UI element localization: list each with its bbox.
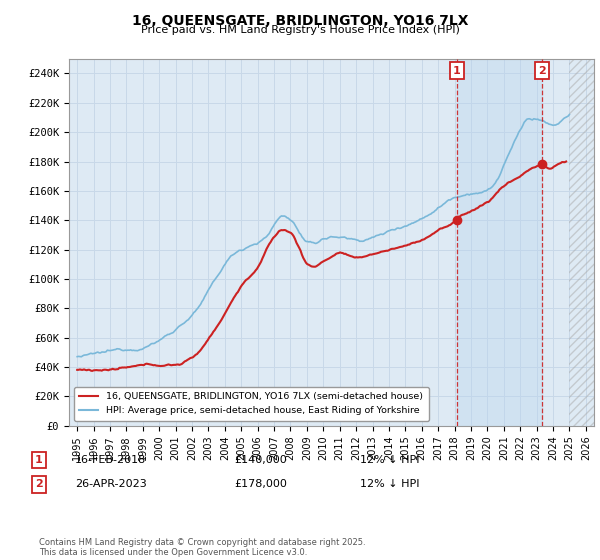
Text: 26-APR-2023: 26-APR-2023: [75, 479, 147, 489]
Bar: [569, 59, 594, 426]
Text: £178,000: £178,000: [234, 479, 287, 489]
Bar: [457, 59, 542, 426]
Text: 1: 1: [35, 455, 43, 465]
Text: 2: 2: [35, 479, 43, 489]
Text: 12% ↓ HPI: 12% ↓ HPI: [360, 479, 419, 489]
Text: 16, QUEENSGATE, BRIDLINGTON, YO16 7LX: 16, QUEENSGATE, BRIDLINGTON, YO16 7LX: [132, 14, 468, 28]
Text: Price paid vs. HM Land Registry's House Price Index (HPI): Price paid vs. HM Land Registry's House …: [140, 25, 460, 35]
Text: 12% ↓ HPI: 12% ↓ HPI: [360, 455, 419, 465]
Text: 16-FEB-2018: 16-FEB-2018: [75, 455, 146, 465]
Text: 2: 2: [538, 66, 546, 76]
Text: Contains HM Land Registry data © Crown copyright and database right 2025.
This d: Contains HM Land Registry data © Crown c…: [39, 538, 365, 557]
Legend: 16, QUEENSGATE, BRIDLINGTON, YO16 7LX (semi-detached house), HPI: Average price,: 16, QUEENSGATE, BRIDLINGTON, YO16 7LX (s…: [74, 387, 428, 421]
Bar: [569, 59, 594, 426]
Text: £140,000: £140,000: [234, 455, 287, 465]
Text: 1: 1: [452, 66, 460, 76]
